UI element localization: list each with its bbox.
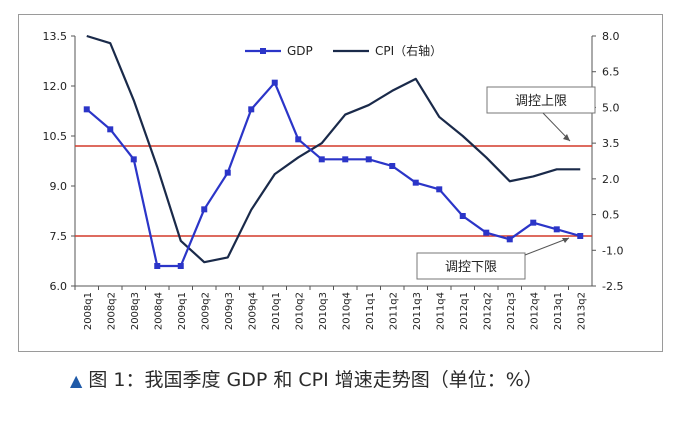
gdp-point (83, 106, 90, 113)
left-tick-label: 9.0 (50, 180, 68, 193)
x-tick-label: 2009q4 (247, 292, 258, 330)
x-tick-label: 2012q3 (506, 292, 517, 330)
gdp-point (177, 263, 184, 269)
x-tick-label: 2011q4 (435, 292, 446, 330)
right-tick-label: 2.0 (602, 173, 620, 186)
left-tick-label: 7.5 (50, 230, 68, 243)
legend-cpi-label: CPI（右轴） (375, 43, 442, 58)
gdp-point (506, 236, 513, 243)
x-tick-label: 2012q1 (459, 292, 470, 330)
gdp-point (271, 79, 278, 86)
caption-text: 图 1：我国季度 GDP 和 CPI 增速走势图（单位：%） (88, 369, 543, 391)
x-tick-label: 2008q1 (83, 292, 94, 330)
gdp-point (483, 229, 490, 236)
gdp-point (436, 186, 443, 193)
legend-gdp-marker (260, 48, 266, 54)
x-tick-label: 2010q2 (294, 292, 305, 330)
gdp-point (412, 179, 419, 186)
left-tick-label: 13.5 (43, 30, 68, 43)
gdp-point (318, 156, 325, 163)
x-tick-label: 2011q2 (388, 292, 399, 330)
gdp-point (201, 206, 208, 213)
gdp-point (224, 169, 231, 176)
left-tick-label: 10.5 (43, 130, 68, 143)
x-tick-label: 2013q2 (576, 292, 587, 330)
right-tick-label: 6.5 (602, 66, 620, 79)
legend-gdp-label: GDP (287, 44, 313, 58)
chart-frame: 6.0 7.5 9.0 10.5 12.0 13.5 -2.5 -1.0 0.5 2.0 3.5 5.… (18, 14, 663, 352)
x-tick-label: 2012q2 (482, 292, 493, 330)
x-tick-label: 2009q2 (200, 292, 211, 330)
right-tick-label: 8.0 (602, 30, 620, 43)
gdp-point (530, 219, 537, 226)
lower-limit-label: 调控下限 (445, 260, 497, 275)
x-tick-label: 2010q3 (318, 292, 329, 330)
caption-triangle-icon: ▲ (70, 371, 83, 390)
gdp-point (295, 136, 302, 143)
gdp-point (577, 233, 584, 239)
lower-limit-arrowhead (562, 238, 569, 243)
gdp-point (130, 156, 137, 163)
right-tick-label: 0.5 (602, 209, 620, 222)
gdp-point (342, 156, 349, 163)
x-tick-label: 2011q3 (412, 292, 423, 330)
x-tick-label: 2011q1 (365, 292, 376, 330)
right-tick-label: 3.5 (602, 137, 620, 150)
right-tick-label: -1.0 (602, 244, 623, 257)
x-tick-label: 2008q3 (130, 292, 141, 330)
gdp-cpi-chart: 6.0 7.5 9.0 10.5 12.0 13.5 -2.5 -1.0 0.5 2.0 3.5 5.… (43, 30, 624, 330)
cpi-series-line (86, 34, 581, 264)
gdp-point (154, 263, 161, 269)
upper-limit-box (486, 86, 596, 114)
x-tick-label: 2008q4 (153, 292, 164, 330)
right-tick-label: 5.0 (602, 101, 620, 114)
figure-caption: ▲ 图 1：我国季度 GDP 和 CPI 增速走势图（单位：%） (70, 365, 670, 392)
upper-limit-label: 调控上限 (515, 94, 567, 109)
x-tick-label: 2010q4 (341, 292, 352, 330)
x-tick-label: 2009q3 (224, 292, 235, 330)
x-tick-label: 2012q4 (529, 292, 540, 330)
gdp-point (248, 106, 255, 113)
gdp-point (389, 163, 396, 169)
x-tick-label: 2008q2 (106, 292, 117, 330)
gdp-point (107, 126, 114, 133)
left-tick-label: 12.0 (43, 80, 68, 93)
left-tick-label: 6.0 (50, 280, 68, 293)
gdp-point (365, 156, 372, 163)
gdp-point (553, 226, 560, 233)
gdp-point (459, 213, 466, 219)
lower-limit-pointer (524, 237, 570, 256)
x-tick-label: 2013q1 (553, 292, 564, 330)
x-tick-label: 2009q1 (177, 292, 188, 330)
lower-limit-box (416, 252, 526, 280)
gdp-series-line (86, 81, 581, 268)
right-tick-label: -2.5 (602, 280, 623, 293)
upper-limit-arrowhead (563, 134, 570, 141)
x-tick-label: 2010q1 (271, 292, 282, 330)
